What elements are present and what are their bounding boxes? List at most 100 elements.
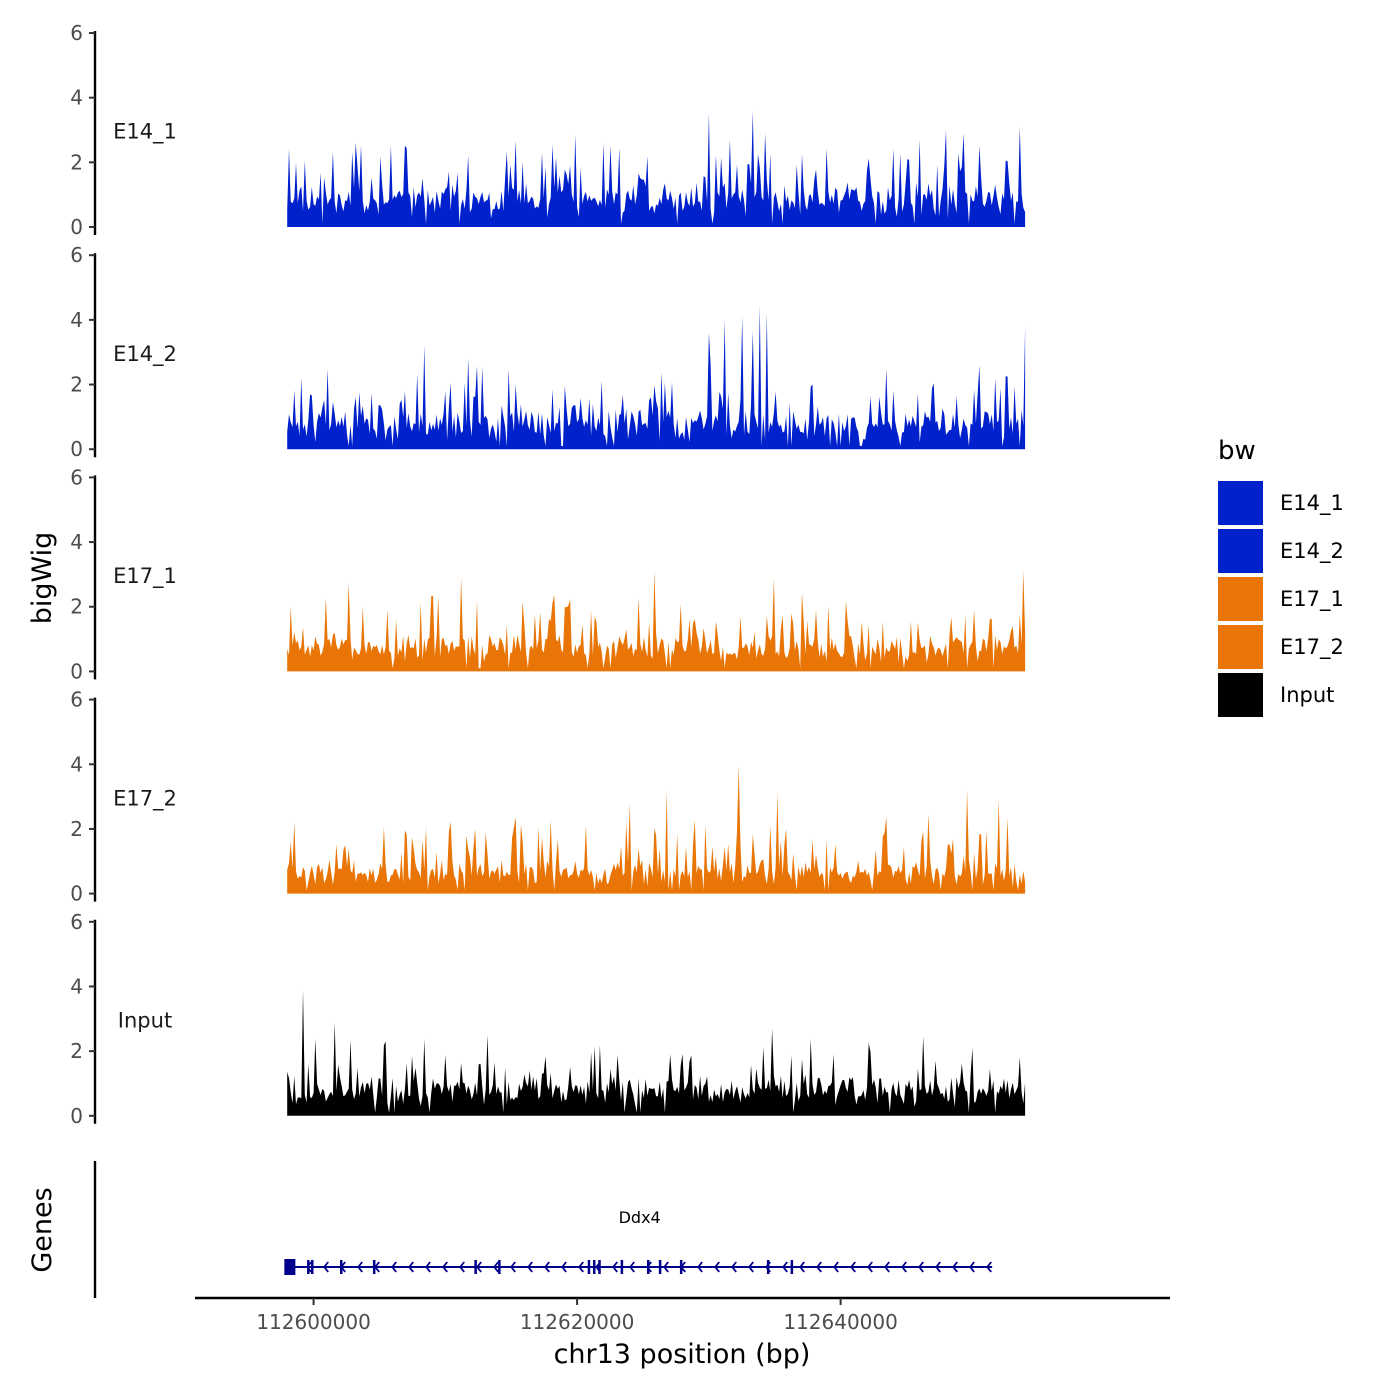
track-label-E17_2: E17_2 xyxy=(113,786,177,811)
y-tick-label-E14_2-4: 4 xyxy=(70,308,83,332)
coverage-area-E14_2 xyxy=(287,306,1026,450)
legend-key-E17_2 xyxy=(1218,625,1263,669)
exon-block xyxy=(587,1260,591,1274)
y-tick-label-E17_1-4: 4 xyxy=(70,530,83,554)
coverage-area-E17_1 xyxy=(287,570,1026,672)
exon-block xyxy=(340,1260,343,1274)
exon-block xyxy=(790,1260,794,1274)
exon-block xyxy=(474,1260,477,1274)
strand-arrow xyxy=(918,1261,924,1273)
y-tick-label-E17_1-6: 6 xyxy=(70,465,83,489)
x-axis: 112600000 112620000 112640000 xyxy=(195,1296,1170,1334)
y-tick-label-E17_2-6: 6 xyxy=(70,688,83,712)
coverage-area-E14_1 xyxy=(287,111,1026,227)
legend-key-E14_2 xyxy=(1218,529,1263,573)
legend-label-Input: Input xyxy=(1280,683,1334,707)
exon-block xyxy=(311,1260,314,1274)
y-tick-label-Input-4: 4 xyxy=(70,974,83,998)
coverage-tracks: 0 2 4 6 0 2 4 6 0 2 4 6 0 2 4 6 0 2 4 6 xyxy=(70,21,1026,1128)
strand-arrow xyxy=(850,1261,856,1273)
strand-arrow xyxy=(833,1261,839,1273)
strand-arrow xyxy=(663,1261,669,1273)
y-tick-label-E14_1-4: 4 xyxy=(70,86,83,110)
strand-arrow xyxy=(391,1261,397,1273)
exon-block xyxy=(598,1260,601,1274)
y-tick-label-Input-0: 0 xyxy=(70,1104,83,1128)
y-tick-label-E14_1-0: 0 xyxy=(70,215,83,239)
strand-arrow xyxy=(612,1261,618,1273)
exon-block xyxy=(620,1260,624,1274)
legend-label-E17_1: E17_1 xyxy=(1280,587,1344,612)
exon-block xyxy=(592,1260,596,1274)
y-tick-label-E17_2-0: 0 xyxy=(70,882,83,906)
track-labels: E14_1 E14_2 E17_1 E17_2 Input xyxy=(113,120,177,1033)
exon-block xyxy=(498,1260,501,1274)
strand-arrow xyxy=(561,1261,567,1273)
strand-arrow xyxy=(697,1261,703,1273)
coverage-area-E17_2 xyxy=(287,765,1026,894)
strand-arrow xyxy=(986,1261,992,1273)
gene-label-Ddx4: Ddx4 xyxy=(619,1208,661,1227)
strand-arrow xyxy=(731,1261,737,1273)
exon-block xyxy=(372,1260,376,1274)
strand-arrow xyxy=(816,1261,822,1273)
strand-arrow xyxy=(408,1261,414,1273)
strand-arrow xyxy=(357,1261,363,1273)
strand-arrow xyxy=(884,1261,890,1273)
x-tick-label: 112620000 xyxy=(520,1310,635,1334)
y-tick-label-E14_2-6: 6 xyxy=(70,243,83,267)
strand-arrow xyxy=(493,1261,499,1273)
strand-arrow xyxy=(629,1261,635,1273)
legend-key-E14_1 xyxy=(1218,481,1263,525)
exon-block xyxy=(646,1260,650,1274)
legend-key-E17_1 xyxy=(1218,577,1263,621)
strand-arrow xyxy=(527,1261,533,1273)
legend-title: bw xyxy=(1218,436,1256,466)
x-axis-title: chr13 position (bp) xyxy=(554,1339,811,1370)
y-tick-label-Input-2: 2 xyxy=(70,1039,83,1063)
y-tick-label-E14_2-2: 2 xyxy=(70,373,83,397)
strand-arrow xyxy=(867,1261,873,1273)
track-label-E17_1: E17_1 xyxy=(113,564,177,589)
y-tick-label-E14_2-0: 0 xyxy=(70,437,83,461)
y-tick-label-E17_2-2: 2 xyxy=(70,817,83,841)
strand-arrow xyxy=(935,1261,941,1273)
legend-key-Input xyxy=(1218,673,1263,717)
track-label-E14_2: E14_2 xyxy=(113,342,177,367)
exon-block xyxy=(658,1260,662,1274)
y-tick-label-E14_1-6: 6 xyxy=(70,21,83,45)
strand-arrow xyxy=(459,1261,465,1273)
y-tick-label-E17_1-0: 0 xyxy=(70,659,83,683)
strand-arrow xyxy=(442,1261,448,1273)
y-tick-label-E17_2-4: 4 xyxy=(70,752,83,776)
track-label-Input: Input xyxy=(118,1009,172,1033)
exon-block xyxy=(307,1260,310,1274)
legend: bw E14_1 E14_2 E17_1 E17_2 Input xyxy=(1218,436,1344,717)
y-axis-title: bigWig xyxy=(27,532,58,625)
strand-arrow xyxy=(476,1261,482,1273)
track-label-E14_1: E14_1 xyxy=(113,120,177,145)
y-tick-label-E17_1-2: 2 xyxy=(70,595,83,619)
legend-label-E14_2: E14_2 xyxy=(1280,539,1344,564)
coverage-area-Input xyxy=(287,989,1026,1116)
x-tick-label: 112640000 xyxy=(783,1310,898,1334)
strand-arrow xyxy=(799,1261,805,1273)
exon-block xyxy=(766,1260,770,1274)
strand-arrow xyxy=(510,1261,516,1273)
strand-arrow xyxy=(782,1261,788,1273)
genes-panel-title: Genes xyxy=(27,1187,58,1272)
strand-arrow xyxy=(952,1261,958,1273)
y-tick-label-E14_1-2: 2 xyxy=(70,150,83,174)
y-tick-label-Input-6: 6 xyxy=(70,910,83,934)
strand-arrow xyxy=(748,1261,754,1273)
x-tick-label: 112600000 xyxy=(256,1310,371,1334)
strand-arrow xyxy=(323,1261,329,1273)
strand-arrow xyxy=(544,1261,550,1273)
strand-arrow xyxy=(714,1261,720,1273)
strand-arrow xyxy=(969,1261,975,1273)
strand-arrow xyxy=(578,1261,584,1273)
strand-arrow xyxy=(901,1261,907,1273)
strand-arrow xyxy=(425,1261,431,1273)
legend-label-E17_2: E17_2 xyxy=(1280,635,1344,660)
